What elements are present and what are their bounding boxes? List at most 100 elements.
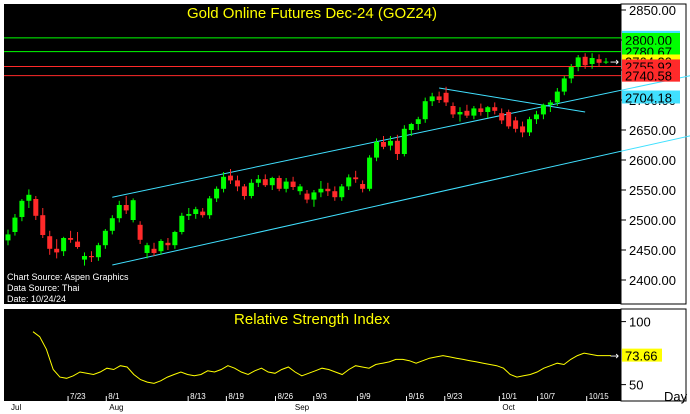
candle-body [401, 128, 407, 154]
price-panel: Gold Online Futures Dec-24 (GOZ24) → 285… [4, 3, 690, 305]
candle [179, 212, 185, 235]
candle [457, 107, 463, 122]
price-tag-box [622, 33, 680, 46]
candle-body [589, 58, 595, 64]
candle-body [422, 101, 428, 120]
price-tick-label: 2400.00 [629, 273, 676, 288]
candle-body [81, 256, 87, 260]
candle [436, 91, 442, 103]
candle-body [596, 59, 602, 63]
candle [554, 88, 560, 106]
candle-body [387, 140, 393, 146]
candle [269, 176, 275, 190]
candle [255, 175, 261, 187]
candle [380, 136, 386, 150]
candle-body [123, 205, 129, 211]
x-date-label: 10/1 [501, 392, 517, 401]
candle-body [144, 245, 150, 253]
candle-body [568, 67, 574, 79]
candle [387, 136, 393, 151]
rsi-last-arrow: → [610, 350, 619, 363]
candle-body [276, 178, 282, 189]
x-date-label: 9/3 [316, 392, 328, 401]
x-month-label: Sep [295, 403, 310, 412]
candle-body [214, 188, 220, 199]
candle-body [54, 248, 60, 253]
candle [144, 242, 150, 259]
candle [95, 242, 101, 261]
candle [401, 125, 407, 157]
candle [19, 199, 25, 222]
price-tag: 2740.58 [622, 68, 680, 84]
candle-body [429, 96, 435, 102]
rsi-marks: → [32, 331, 619, 384]
candle-body [75, 241, 81, 247]
candle [241, 184, 247, 200]
candle [575, 55, 581, 72]
candle [582, 53, 588, 69]
candle-body [547, 102, 553, 105]
candle [513, 116, 519, 133]
candle [40, 208, 46, 238]
candle-body [485, 107, 491, 112]
candle-body [575, 57, 581, 67]
candle [499, 108, 505, 124]
rsi-panel: Relative Strength Index → 100 50 73.66 Day [4, 308, 688, 404]
candle-body [255, 179, 261, 183]
candle [109, 215, 115, 235]
x-date-label: 8/26 [278, 392, 294, 401]
candle-body [116, 205, 122, 219]
candle [221, 172, 227, 193]
candle [228, 169, 234, 184]
candle-body [47, 236, 53, 249]
x-axis: 7/23 8/1 8/13 8/19 8/26 9/3 9/9 9/16 9/23 10/1 10/… [11, 392, 609, 412]
x-date-label: 10/7 [540, 392, 556, 401]
candle-body [506, 112, 512, 127]
candle-body [158, 241, 164, 252]
candle [589, 53, 595, 69]
candle [61, 236, 67, 256]
x-date-label: 8/1 [108, 392, 120, 401]
candle [450, 102, 456, 118]
x-date-label: 8/19 [228, 392, 244, 401]
candle-body [582, 56, 588, 66]
candle-body [311, 192, 317, 200]
candle-body [193, 209, 199, 214]
candle-body [603, 61, 609, 63]
candle [88, 251, 94, 262]
candle-body [234, 180, 240, 187]
candle [360, 180, 366, 193]
candle [12, 214, 18, 236]
candle [422, 97, 428, 123]
candle [339, 184, 345, 201]
candle-body [561, 78, 567, 92]
candle [318, 181, 324, 198]
rsi-value-tag-box [622, 348, 662, 362]
price-tag-label: 2800.00 [625, 33, 672, 48]
price-tag-box [622, 44, 680, 58]
data-source-note: Data Source: Thai [7, 283, 79, 293]
candle-body [88, 256, 94, 258]
candle [533, 110, 539, 124]
candle-body [339, 186, 345, 198]
candle-body [179, 215, 185, 232]
candle [26, 189, 32, 208]
price-tick-label: 2850.00 [629, 3, 676, 18]
candle [151, 242, 157, 256]
candle-body [290, 181, 296, 187]
candle-body [228, 175, 234, 181]
rsi-value-tag-label: 73.66 [625, 349, 658, 364]
candle [346, 174, 352, 190]
x-date-label: 8/13 [190, 392, 206, 401]
rsi-tick-label: 50 [629, 378, 643, 393]
x-month-label: Oct [502, 403, 515, 412]
candle [47, 230, 53, 255]
candle-body [492, 107, 498, 111]
candle [283, 178, 289, 193]
candle [116, 200, 122, 223]
candle [603, 58, 609, 64]
candle-body [33, 199, 39, 216]
candle-body [40, 215, 46, 235]
candle [520, 121, 526, 138]
